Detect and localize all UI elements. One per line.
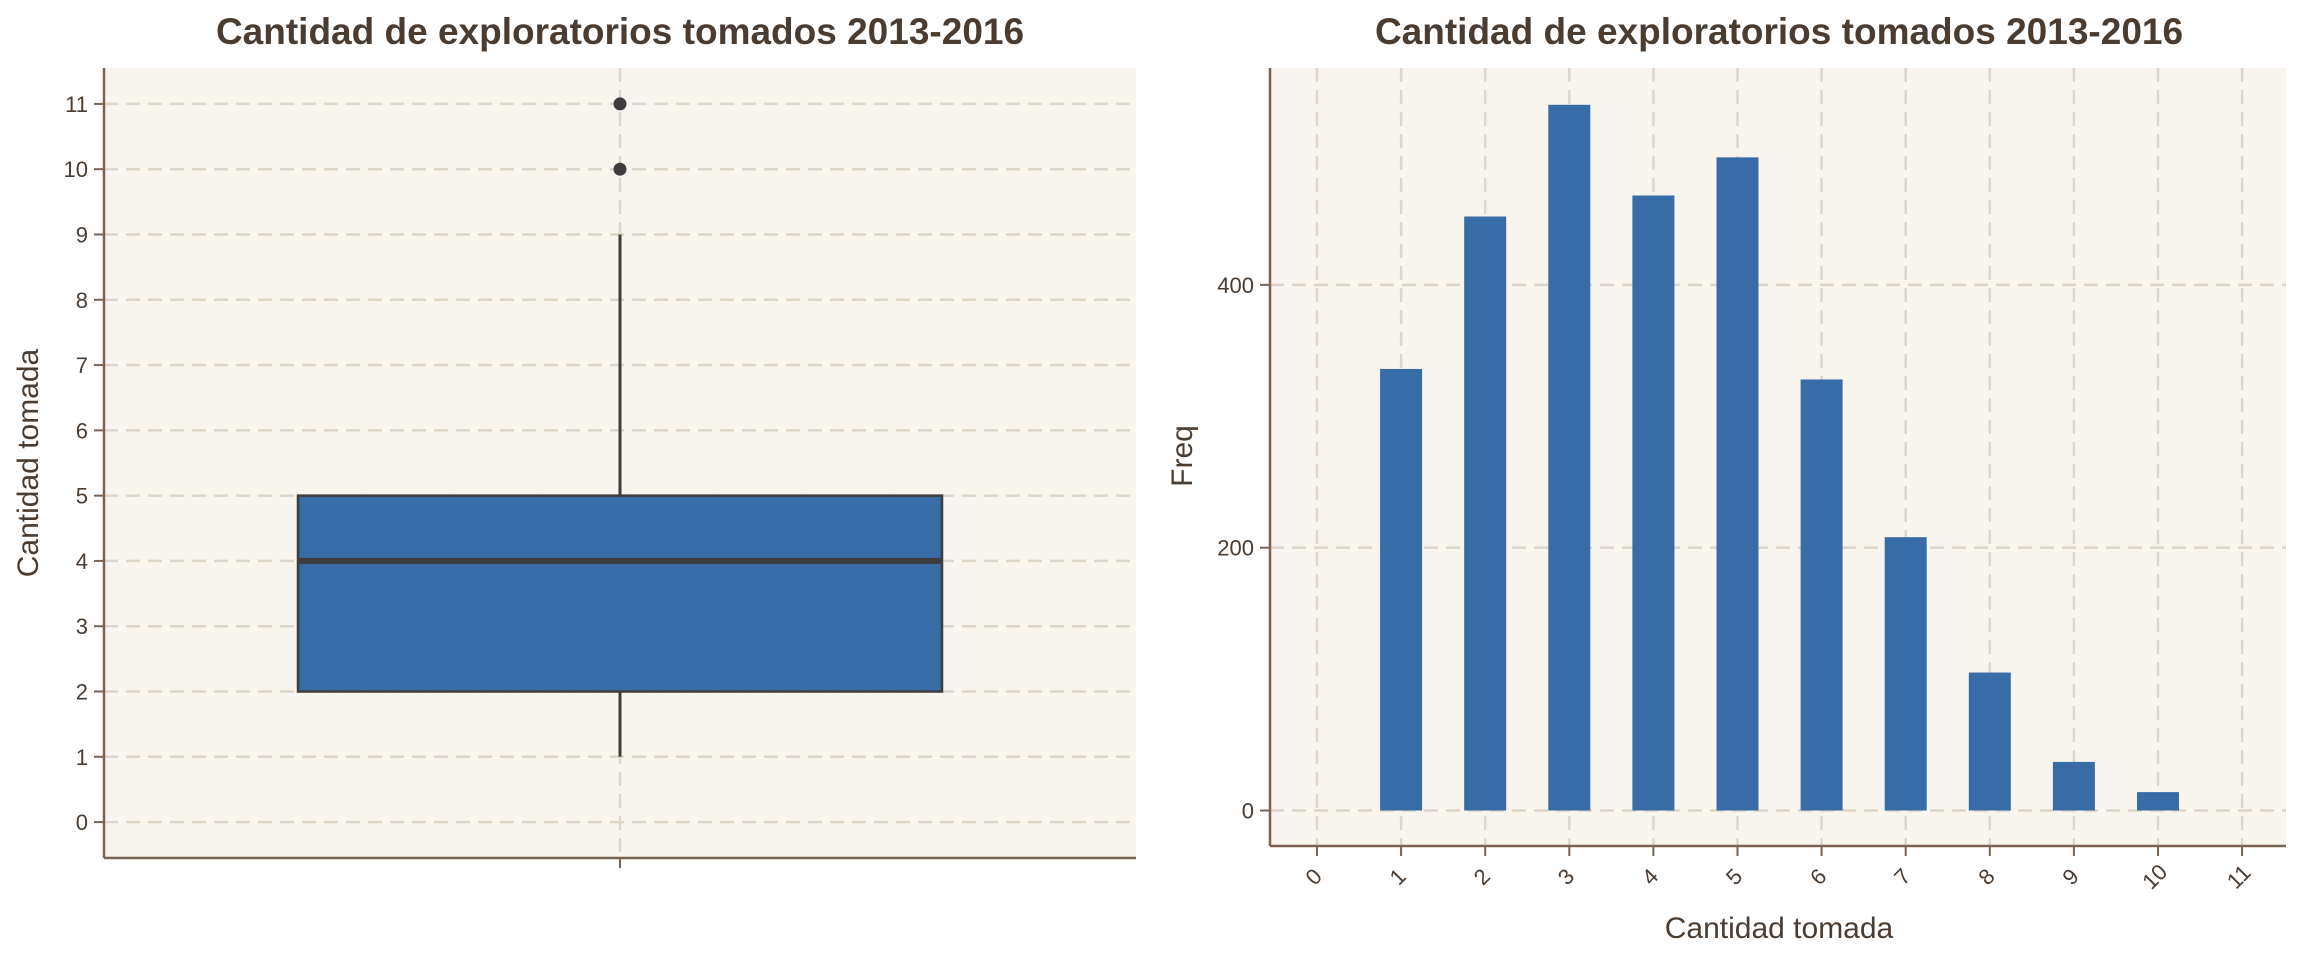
bar-x-tick-label: 4 — [1637, 864, 1663, 890]
boxplot-title: Cantidad de exploratorios tomados 2013-2… — [216, 11, 1024, 52]
bar-x-tick-label: 11 — [2222, 860, 2256, 894]
boxplot-y-axis-title: Cantidad tomada — [12, 348, 45, 577]
bar-x-tick-label: 7 — [1889, 864, 1915, 890]
bar-axes — [1260, 68, 2286, 856]
bar-x-axis-title: Cantidad tomada — [1665, 912, 1894, 945]
bar-panel-background — [1270, 68, 2286, 846]
boxplot-tick-labels: 0 1 2 3 4 5 6 7 8 9 10 11 — [64, 92, 88, 835]
boxplot-y-tick-label: 9 — [76, 222, 88, 247]
boxplot-y-tick-label: 4 — [76, 549, 88, 574]
bar-x-tick-label: 8 — [1973, 864, 1999, 890]
bar — [2137, 792, 2179, 811]
boxplot-y-tick-label: 2 — [76, 680, 88, 705]
boxplot-y-tick-label: 6 — [76, 418, 88, 443]
bar-x-tick-label: 0 — [1301, 864, 1327, 890]
boxplot-outlier-point — [613, 97, 627, 111]
boxplot-y-tick-label: 0 — [76, 810, 88, 835]
bar-chart: 0 200 400 0 1 2 3 4 5 6 7 8 9 10 11 Cantidad de explor… — [1166, 11, 2286, 945]
bar — [1884, 537, 1927, 811]
boxplot-box — [296, 494, 944, 693]
bar-x-tick-label: 10 — [2137, 859, 2172, 894]
bar-y-tick-label: 0 — [1242, 799, 1254, 824]
boxplot-y-tick-label: 3 — [76, 614, 88, 639]
boxplot-y-tick-label: 5 — [76, 484, 88, 509]
bar — [1464, 216, 1507, 811]
bar-y-tick-label: 200 — [1217, 536, 1254, 561]
boxplot-chart: 0 1 2 3 4 5 6 7 8 9 10 11 Cantidad de exploratorios… — [12, 11, 1136, 868]
bar-x-tick-label: 1 — [1385, 864, 1411, 890]
bar-y-axis-title: Freq — [1166, 425, 1199, 487]
boxplot-y-tick-label: 1 — [76, 745, 88, 770]
boxplot-y-tick-label: 8 — [76, 288, 88, 313]
bar — [1716, 157, 1759, 811]
boxplot-axes — [94, 68, 1136, 868]
bar-x-tick-label: 9 — [2057, 864, 2083, 890]
bar — [1968, 672, 2011, 811]
bar-x-tick-label: 5 — [1721, 864, 1747, 890]
bar-x-tick-label: 2 — [1469, 864, 1495, 890]
bar-marks — [1380, 104, 2179, 811]
bar — [1548, 104, 1591, 811]
boxplot-marks — [296, 97, 944, 757]
bar-y-tick-label: 400 — [1217, 273, 1254, 298]
bar-x-tick-label: 6 — [1805, 864, 1831, 890]
boxplot-y-tick-label: 7 — [76, 353, 88, 378]
bar — [1800, 379, 1843, 811]
boxplot-y-tick-label: 10 — [64, 157, 88, 182]
bar-title: Cantidad de exploratorios tomados 2013-2… — [1375, 11, 2183, 52]
bar — [2052, 761, 2095, 811]
bar — [1632, 195, 1675, 811]
boxplot-y-tick-label: 11 — [65, 92, 88, 117]
boxplot-outlier-point — [613, 162, 627, 176]
bar-x-tick-label: 3 — [1553, 864, 1579, 890]
bar — [1380, 368, 1423, 811]
